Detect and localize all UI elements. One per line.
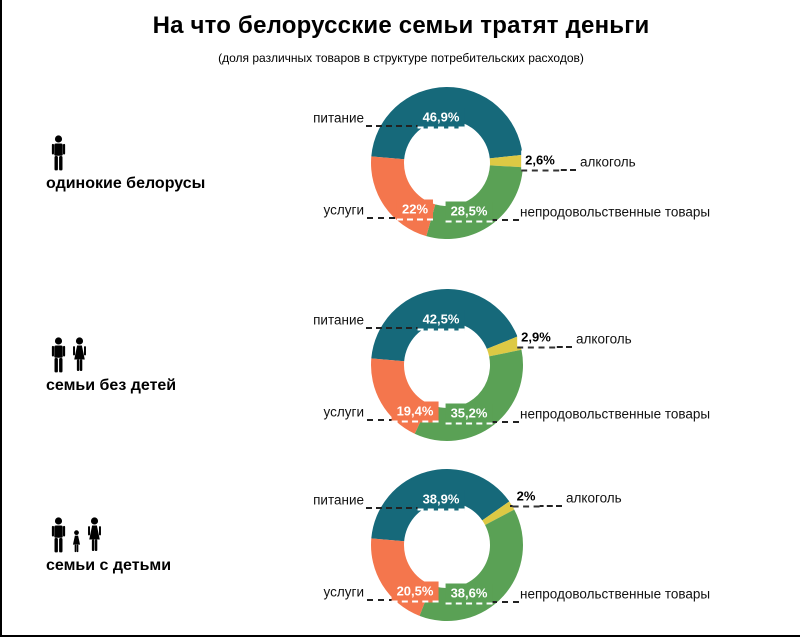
donut-segment-services — [371, 538, 432, 616]
value-label-services: 19,4% — [391, 401, 439, 423]
man-icon — [51, 517, 66, 553]
category-label-food: питание — [313, 312, 364, 328]
leader-line — [367, 217, 417, 219]
donut-segment-food — [371, 468, 510, 542]
donut-segment-alcohol — [486, 336, 522, 357]
leader-line — [366, 507, 442, 509]
donut-chart: питание 38,9% услуги 20,5% 38,6% непродовольс… — [2, 467, 800, 635]
donut-segment-nonfood — [419, 509, 523, 622]
chart-row-families-with-children: семьи с детьми питание 38,9% услуги 20,5% 38… — [2, 467, 800, 635]
page-title: На что белорусские семьи тратят деньги — [152, 12, 650, 39]
donut-svg — [371, 288, 524, 442]
man-icon — [51, 135, 66, 171]
category-label-services: услуги — [323, 404, 364, 420]
child-icon — [72, 530, 81, 553]
page-subtitle: (доля различных товаров в структуре потр… — [218, 51, 584, 65]
woman-icon — [73, 337, 86, 371]
group-pictogram — [50, 337, 88, 373]
donut-segment-food — [371, 288, 518, 362]
value-label-alcohol: 2,6% — [521, 150, 559, 172]
group-pictogram — [50, 135, 67, 171]
category-label-nonfood: непродовольственные товары — [520, 406, 711, 422]
man-icon — [51, 337, 66, 373]
category-label-alcohol: алкоголь — [580, 154, 636, 170]
group-pictogram — [50, 517, 103, 553]
group-label: одинокие белорусы — [46, 175, 206, 192]
value-label-food: 38,9% — [417, 489, 465, 511]
value-label-services: 20,5% — [391, 581, 439, 603]
value-label-services: 22% — [396, 199, 434, 221]
category-label-services: услуги — [323, 584, 364, 600]
value-label-alcohol: 2,9% — [517, 327, 555, 349]
donut-segment-alcohol — [489, 154, 523, 168]
group-label: семьи без детей — [46, 377, 177, 394]
category-label-food: питание — [313, 110, 364, 126]
value-label-nonfood: 35,2% — [445, 403, 493, 425]
category-label-alcohol: алкоголь — [576, 331, 632, 347]
category-label-nonfood: непродовольственные товары — [520, 204, 711, 220]
donut-segment-services — [371, 156, 436, 237]
leader-line — [366, 125, 442, 127]
value-label-food: 46,9% — [417, 107, 465, 129]
category-label-services: услуги — [323, 202, 364, 218]
category-label-nonfood: непродовольственные товары — [520, 586, 711, 602]
leader-line — [469, 421, 519, 423]
donut-segment-food — [371, 87, 523, 160]
leader-line — [366, 327, 442, 329]
donut-svg — [371, 87, 523, 240]
value-label-nonfood: 28,5% — [445, 201, 493, 223]
value-label-alcohol: 2% — [512, 486, 540, 508]
leader-line — [469, 601, 519, 603]
donut-segment-alcohol — [482, 501, 515, 525]
chart-row-childless-families: семьи без детей питание 42,5% услуги 19,4% 3… — [2, 287, 800, 472]
category-label-alcohol: алкоголь — [566, 490, 622, 506]
donut-segment-nonfood — [414, 349, 524, 442]
woman-icon — [88, 517, 101, 551]
category-label-food: питание — [313, 492, 364, 508]
chart-row-singles: одинокие белорусы питание 46,9% услуги 22% 2… — [2, 85, 800, 270]
value-label-nonfood: 38,6% — [445, 583, 493, 605]
group-label: семьи с детьми — [46, 557, 172, 574]
value-label-food: 42,5% — [417, 309, 465, 331]
donut-svg — [371, 468, 523, 622]
donut-chart: питание 46,9% услуги 22% 28,5% непродовольств… — [2, 85, 800, 270]
leader-line — [469, 219, 519, 221]
donut-chart: питание 42,5% услуги 19,4% 35,2% непродовольс… — [2, 287, 800, 472]
